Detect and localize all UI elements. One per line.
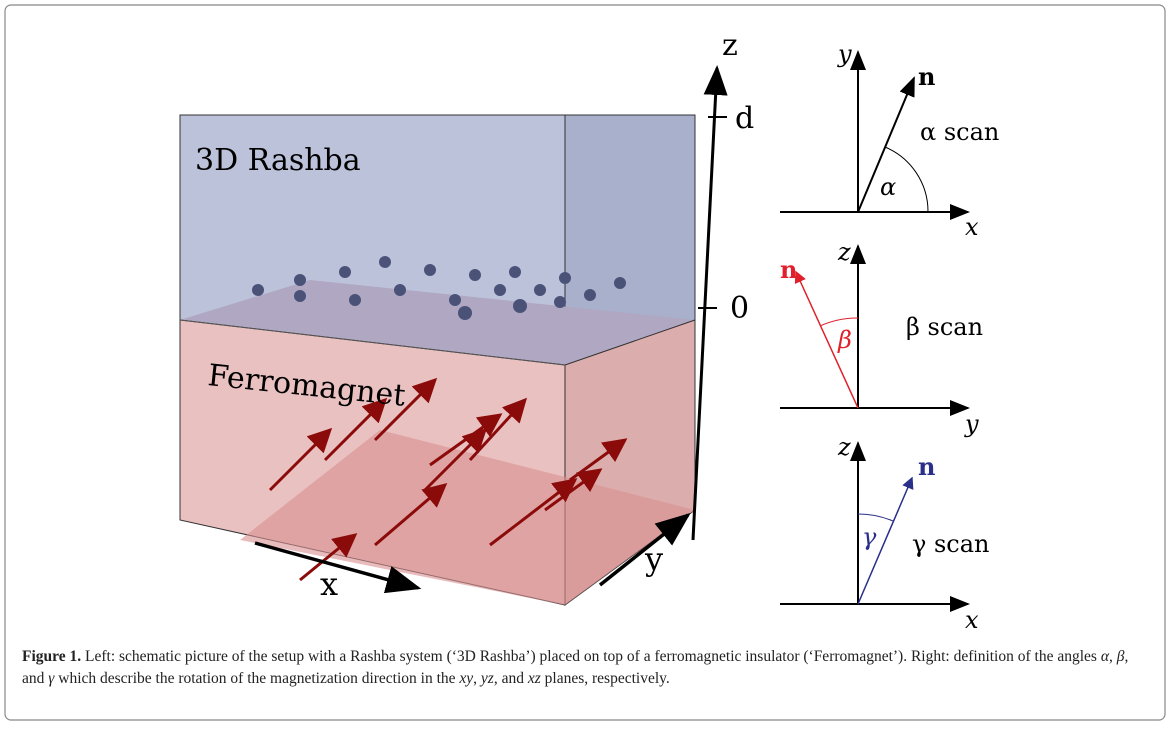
- axis-label: z: [722, 28, 738, 63]
- angle-label: β: [837, 326, 852, 354]
- schematic: [180, 115, 695, 605]
- caption-label: Figure 1.: [22, 648, 81, 665]
- axis-label: y: [644, 540, 663, 578]
- angle-label: γ: [862, 523, 877, 551]
- caption-text: xy: [459, 670, 473, 687]
- axis-label: x: [965, 606, 979, 634]
- caption-text: , and: [494, 670, 528, 687]
- caption-text: α: [1101, 648, 1109, 665]
- axis-label: y: [964, 410, 979, 438]
- scan-label: γ scan: [912, 530, 990, 558]
- axis-label: z: [837, 238, 851, 266]
- axis-label: z: [837, 433, 851, 461]
- vector-label: n: [918, 62, 935, 91]
- caption-text: ,: [1109, 648, 1117, 665]
- axis-label: x: [965, 213, 979, 241]
- tick-label: 0: [730, 291, 749, 326]
- caption-text: xz: [528, 670, 541, 687]
- layer-label: 3D Rashba: [195, 143, 361, 178]
- caption-text: planes, respectively.: [541, 670, 670, 687]
- z-axis: [693, 68, 717, 540]
- scan-label: α scan: [920, 118, 999, 146]
- vector-label: n: [780, 255, 797, 284]
- caption-text: Left: schematic picture of the setup wit…: [81, 648, 1101, 665]
- tick-label: d: [735, 101, 754, 136]
- panel-gamma: z x n γ scan γ: [780, 433, 990, 634]
- panel-alpha: y x n α scan α: [780, 40, 999, 241]
- page: z d 0 3D Rashba Ferromagnet x y y x n α …: [0, 0, 1171, 744]
- axis-label: x: [320, 565, 338, 603]
- angle-label: α: [880, 173, 896, 201]
- scan-label: β scan: [906, 313, 983, 341]
- panel-beta: z y n β scan β: [780, 238, 983, 438]
- axis-label: y: [837, 40, 852, 68]
- figure: z d 0 3D Rashba Ferromagnet x y y x n α …: [0, 0, 1171, 744]
- caption: Figure 1. Left: schematic picture of the…: [22, 646, 1152, 690]
- caption-text: which describe the rotation of the magne…: [54, 670, 459, 687]
- vector-label: n: [918, 452, 935, 481]
- caption-text: yz: [481, 670, 494, 687]
- caption-text: ,: [473, 670, 481, 687]
